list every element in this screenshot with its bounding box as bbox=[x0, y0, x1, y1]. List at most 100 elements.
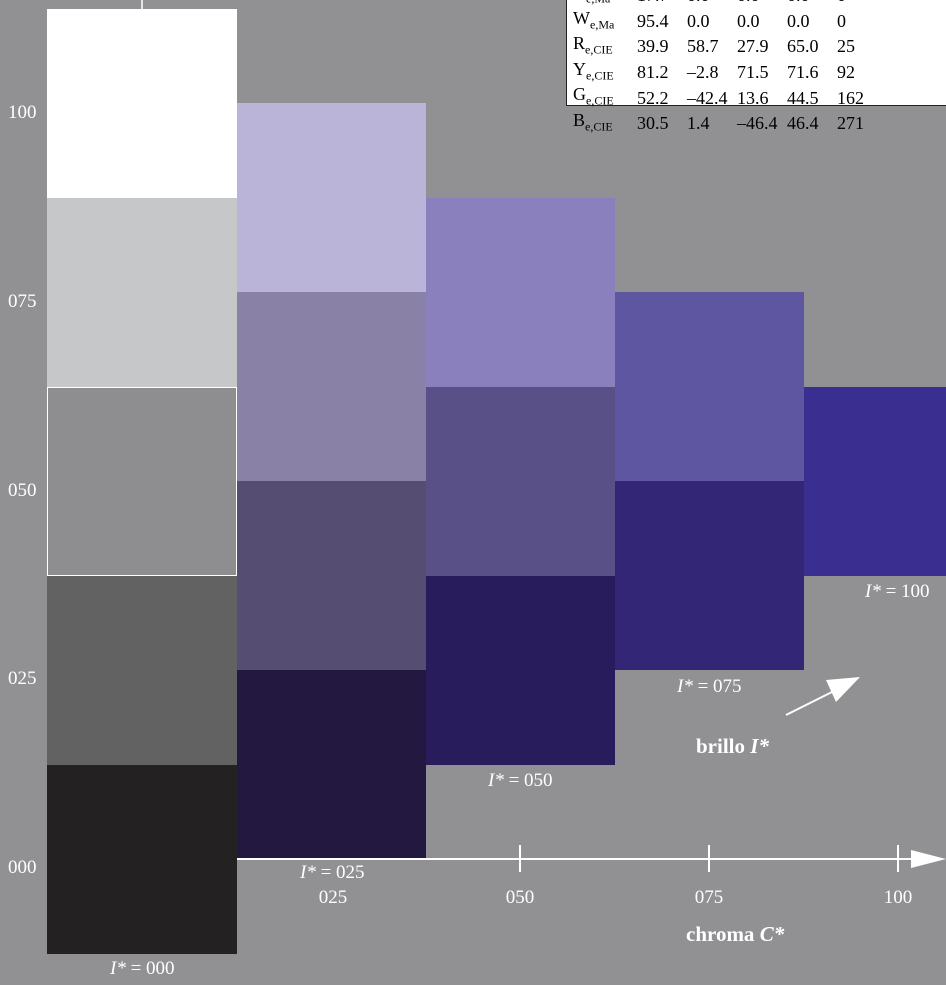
series-label-000-value: = 000 bbox=[125, 958, 175, 979]
row-name-letter: B bbox=[573, 109, 586, 130]
table-cell-c2: –2.8 bbox=[687, 62, 719, 83]
chroma-axis-label-main: chroma bbox=[686, 922, 760, 946]
series-label-025-value: = 025 bbox=[315, 862, 365, 883]
series-label-075-value: = 075 bbox=[692, 676, 742, 697]
colorimetric-table: Ne,Ma17.70.00.00.00We,Ma95.40.00.00.00Re… bbox=[567, 0, 864, 137]
row-name-subscript: e,Ma bbox=[590, 17, 615, 32]
table-cell-c4: 65.0 bbox=[787, 36, 819, 57]
table-body: Ne,Ma17.70.00.00.00We,Ma95.40.00.00.00Re… bbox=[567, 0, 864, 137]
series-label-000: I* = 000 bbox=[110, 958, 175, 980]
table-row-name: We,Ma bbox=[567, 7, 633, 35]
table-cell-c5: 0 bbox=[837, 10, 846, 31]
swatch-c025-4 bbox=[237, 670, 426, 859]
swatch-c050-2 bbox=[426, 387, 615, 576]
series-label-075: I* = 075 bbox=[677, 676, 742, 698]
table-cell-c5: 92 bbox=[837, 62, 855, 83]
table-row-name: Ye,CIE bbox=[567, 58, 633, 86]
table-cell-c2: 1.4 bbox=[687, 113, 710, 134]
series-label-100: I* = 100 bbox=[865, 581, 930, 603]
brightness-label-main: brillo bbox=[696, 734, 751, 758]
series-label-075-var: I* bbox=[677, 676, 693, 697]
y-tick-100: 100 bbox=[8, 102, 37, 123]
series-label-050: I* = 050 bbox=[488, 770, 553, 792]
table-cell-c1: 30.5 bbox=[637, 113, 669, 134]
table-cell-c4: 44.5 bbox=[787, 87, 819, 108]
table-row-name: Be,CIE bbox=[567, 109, 633, 137]
table-cell-c5: 162 bbox=[837, 87, 864, 108]
swatch-neutral-000 bbox=[47, 765, 237, 954]
table-cell-c1: 95.4 bbox=[637, 10, 669, 31]
table-cell-c3: 27.9 bbox=[737, 36, 769, 57]
series-label-050-var: I* bbox=[488, 770, 504, 791]
swatch-neutral-050-highlighted bbox=[47, 387, 237, 576]
table-cell-c1: 81.2 bbox=[637, 62, 669, 83]
table-cell-c3: 13.6 bbox=[737, 87, 769, 108]
series-label-050-value: = 050 bbox=[503, 770, 553, 791]
table-cell-c1: 39.9 bbox=[637, 36, 669, 57]
x-tick-050: 050 bbox=[505, 887, 535, 908]
table-row-name: Ne,Ma bbox=[567, 0, 633, 9]
row-name-subscript: e,CIE bbox=[586, 93, 614, 108]
table-cell-c5: 271 bbox=[837, 113, 864, 134]
brightness-arrow-line bbox=[785, 689, 837, 716]
row-name-letter: Y bbox=[573, 58, 586, 79]
table-cell-c2: 0.0 bbox=[687, 10, 710, 31]
swatch-c075-2 bbox=[615, 481, 804, 670]
table-cell-c4: 46.4 bbox=[787, 113, 819, 134]
table-cell-c1: 52.2 bbox=[637, 87, 669, 108]
table-row-name: Re,CIE bbox=[567, 34, 633, 60]
table-cell-c3: 71.5 bbox=[737, 62, 769, 83]
colorimetric-data-table: Ne,Ma17.70.00.00.00We,Ma95.40.00.00.00Re… bbox=[566, 0, 946, 134]
x-axis-arrowhead bbox=[911, 850, 946, 868]
brightness-label: brillo I* bbox=[696, 734, 769, 759]
swatch-c025-3 bbox=[237, 481, 426, 670]
series-label-100-var: I* bbox=[865, 581, 881, 602]
x-tick-025: 025 bbox=[318, 887, 348, 908]
table-cell-c3: –46.4 bbox=[737, 113, 778, 134]
swatch-c050-1 bbox=[426, 198, 615, 387]
series-label-000-var: I* bbox=[110, 958, 126, 979]
table-cell-c5: 0 bbox=[833, 0, 864, 9]
swatch-c025-1 bbox=[237, 103, 426, 292]
y-tick-025: 025 bbox=[8, 668, 37, 689]
table-cell-c3: 0.0 bbox=[737, 10, 760, 31]
series-label-100-value: = 100 bbox=[880, 581, 930, 602]
swatch-c100-1 bbox=[804, 387, 946, 576]
table-cell-c5: 25 bbox=[837, 36, 855, 57]
x-tick-100: 100 bbox=[883, 887, 913, 908]
series-label-025: I* = 025 bbox=[300, 862, 365, 884]
brightness-label-var: I* bbox=[750, 734, 769, 758]
table-cell-c4: 0.0 bbox=[783, 0, 833, 9]
row-name-subscript: e,CIE bbox=[585, 42, 613, 57]
swatch-neutral-038 bbox=[47, 576, 237, 765]
chroma-axis-label-var: C* bbox=[759, 922, 785, 946]
table-row-name: Ge,CIE bbox=[567, 85, 633, 111]
y-tick-000: 000 bbox=[8, 857, 37, 878]
swatch-c025-2 bbox=[237, 292, 426, 481]
swatch-c050-3 bbox=[426, 576, 615, 765]
table-row: Re,CIE 39.9 58.7 27.9 65.0 25 bbox=[567, 34, 864, 60]
row-name-letter: R bbox=[573, 33, 586, 54]
row-name-letter: G bbox=[573, 84, 586, 105]
swatch-c075-1 bbox=[615, 292, 804, 481]
swatch-neutral-100 bbox=[47, 9, 237, 198]
table-cell-c3: 0.0 bbox=[733, 0, 783, 9]
row-name-letter: W bbox=[573, 7, 590, 28]
row-name-subscript: e,CIE bbox=[585, 119, 613, 134]
table-row: Ne,Ma17.70.00.00.00 bbox=[567, 0, 864, 9]
chroma-axis-label: chroma C* bbox=[686, 922, 784, 947]
row-name-letter: N bbox=[573, 0, 586, 2]
table-cell-c4: 0.0 bbox=[787, 10, 810, 31]
row-name-subscript: e,CIE bbox=[586, 68, 614, 83]
table-row: Ye,CIE 81.2 –2.8 71.5 71.6 92 bbox=[567, 58, 864, 86]
table-cell-c2: –42.4 bbox=[687, 87, 728, 108]
table-row: We,Ma 95.4 0.0 0.0 0.0 0 bbox=[567, 7, 864, 35]
x-tick-075: 075 bbox=[694, 887, 724, 908]
table-cell-c1: 17.7 bbox=[633, 0, 683, 9]
y-tick-050: 050 bbox=[8, 480, 37, 501]
row-name-subscript: e,Ma bbox=[586, 0, 610, 6]
table-cell-c2: 58.7 bbox=[687, 36, 719, 57]
table-row: Be,CIE 30.5 1.4 –46.4 46.4 271 bbox=[567, 109, 864, 137]
